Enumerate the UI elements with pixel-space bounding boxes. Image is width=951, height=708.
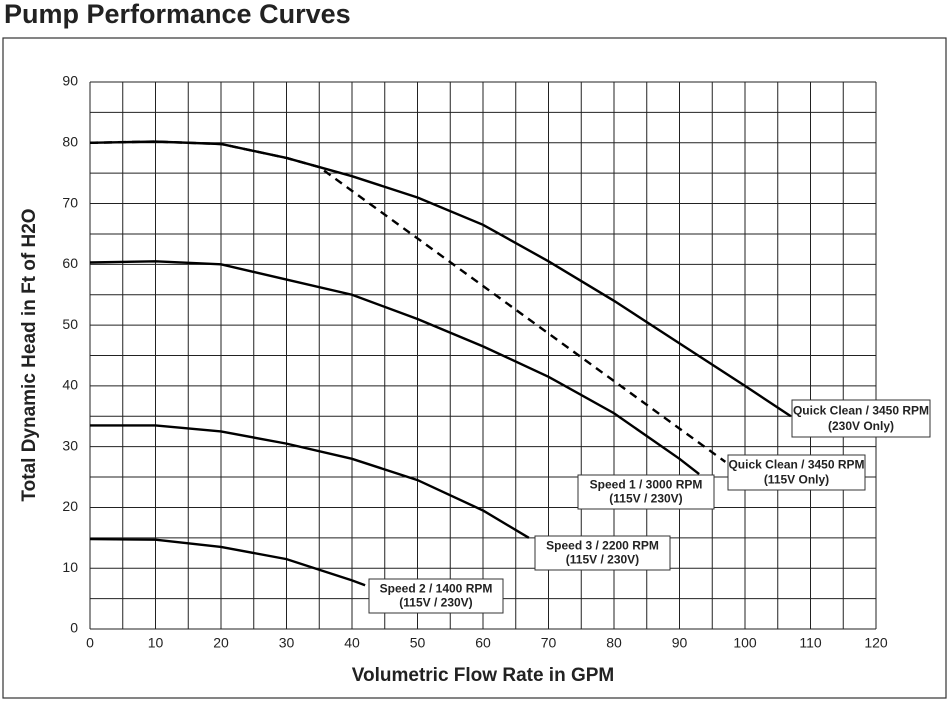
x-tick-label: 100 [733,635,757,651]
label-box [791,399,931,438]
x-tick-label: 40 [344,635,360,651]
y-tick-label: 0 [70,620,78,636]
label-box [534,535,671,571]
x-tick-label: 120 [864,635,888,651]
x-tick-label: 60 [475,635,491,651]
series-note: (115V / 230V) [566,553,639,567]
y-tick-label: 70 [62,194,78,210]
series-label: Speed 1 / 3000 RPM [590,477,703,491]
y-axis-label: Total Dynamic Head in Ft of H2O [19,208,40,501]
x-tick-label: 90 [672,635,688,651]
series-label: Quick Clean / 3450 RPM [793,403,929,417]
series-note: (115V / 230V) [609,492,682,506]
series-label: Quick Clean / 3450 RPM [728,458,864,472]
label-box [577,474,715,510]
x-axis-label: Volumetric Flow Rate in GPM [352,665,615,686]
label-box [727,454,866,491]
y-tick-label: 90 [62,73,78,89]
x-tick-label: 30 [279,635,295,651]
y-tick-label: 80 [62,133,78,149]
y-tick-label: 40 [62,377,78,393]
y-tick-label: 60 [62,255,78,271]
series-line [89,537,366,587]
series-line [89,140,727,463]
x-tick-label: 20 [213,635,229,651]
x-tick-label: 10 [148,635,164,651]
series-note: (115V Only) [764,472,829,486]
x-tick-label: 80 [606,635,622,651]
y-tick-label: 50 [62,316,78,332]
series-label: Speed 3 / 2200 RPM [546,538,659,552]
y-tick-label: 20 [62,498,78,514]
chart-title: Pump Performance Curves [4,0,351,29]
series-note: (230V Only) [828,419,894,433]
y-tick-label: 30 [62,437,78,453]
series-line [89,140,792,418]
x-tick-label: 0 [86,635,94,651]
label-box [368,578,504,614]
series-label: Speed 2 / 1400 RPM [380,581,493,595]
series-note: (115V / 230V) [399,596,472,610]
frame [2,37,947,699]
x-tick-label: 110 [799,635,822,651]
series-line [90,424,530,539]
x-tick-label: 50 [410,635,426,651]
y-tick-label: 10 [62,559,78,575]
series-line [89,260,700,475]
x-tick-label: 70 [541,635,557,651]
